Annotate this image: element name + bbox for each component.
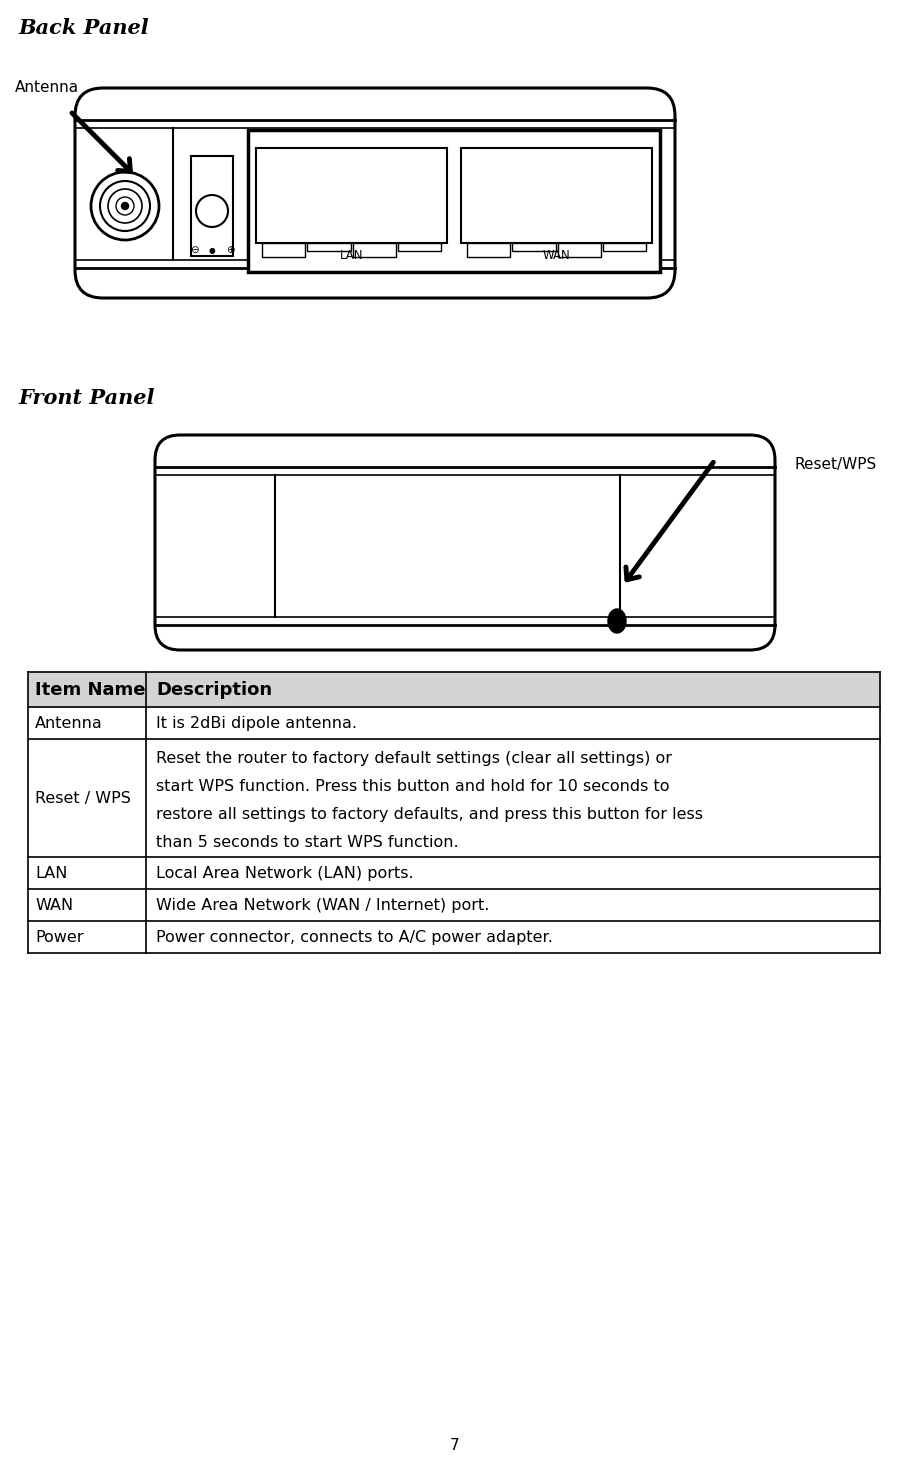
Text: ⊕: ⊕ — [225, 245, 235, 256]
Text: Item Name: Item Name — [35, 680, 145, 698]
Text: Back Panel: Back Panel — [18, 18, 149, 38]
Bar — [603, 242, 646, 251]
Bar — [262, 242, 305, 257]
Text: ⊖: ⊖ — [190, 245, 198, 256]
Bar — [28, 671, 880, 707]
Text: Reset the router to factory default settings (clear all settings) or: Reset the router to factory default sett… — [156, 751, 672, 765]
Bar — [513, 242, 555, 251]
Ellipse shape — [608, 610, 626, 633]
Text: Front Panel: Front Panel — [18, 388, 155, 408]
Bar — [557, 242, 601, 257]
Text: than 5 seconds to start WPS function.: than 5 seconds to start WPS function. — [156, 834, 459, 851]
Text: Wide Area Network (WAN / Internet) port.: Wide Area Network (WAN / Internet) port. — [156, 898, 489, 912]
Text: WAN: WAN — [543, 248, 570, 261]
Text: Antenna: Antenna — [15, 79, 79, 95]
Text: Local Area Network (LAN) ports.: Local Area Network (LAN) ports. — [156, 865, 414, 880]
Text: ●: ● — [209, 245, 215, 254]
Bar — [248, 129, 660, 272]
Bar — [461, 148, 652, 242]
Bar — [467, 242, 510, 257]
Text: restore all settings to factory defaults, and press this button for less: restore all settings to factory defaults… — [156, 806, 703, 823]
Text: It is 2dBi dipole antenna.: It is 2dBi dipole antenna. — [156, 715, 357, 730]
Bar — [307, 242, 351, 251]
Text: Antenna: Antenna — [35, 715, 103, 730]
Bar — [398, 242, 441, 251]
Bar — [353, 242, 395, 257]
Text: Reset / WPS: Reset / WPS — [35, 790, 131, 805]
Text: LAN: LAN — [340, 248, 364, 261]
Text: WAN: WAN — [35, 898, 73, 912]
Text: Power connector, connects to A/C power adapter.: Power connector, connects to A/C power a… — [156, 930, 553, 945]
Circle shape — [122, 203, 128, 210]
Text: start WPS function. Press this button and hold for 10 seconds to: start WPS function. Press this button an… — [156, 779, 670, 795]
Text: Description: Description — [156, 680, 272, 698]
Bar — [256, 148, 447, 242]
Text: LAN: LAN — [35, 865, 67, 880]
Text: Power: Power — [35, 930, 84, 945]
Text: 7: 7 — [450, 1438, 459, 1453]
Text: Reset/WPS: Reset/WPS — [795, 457, 877, 472]
FancyBboxPatch shape — [75, 88, 675, 298]
FancyBboxPatch shape — [155, 435, 775, 649]
Bar — [191, 156, 233, 256]
